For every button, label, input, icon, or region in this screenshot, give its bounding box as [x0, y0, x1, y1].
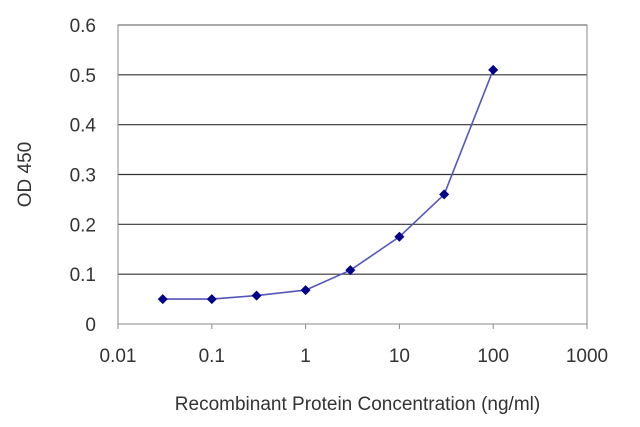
- y-tick-label: 0.5: [70, 66, 96, 87]
- data-point-marker: [439, 189, 450, 200]
- y-axis-ticks: 0 0.1 0.2 0.3 0.4 0.5 0.6: [70, 16, 97, 336]
- data-point-marker: [251, 290, 262, 301]
- y-tick-label: 0: [85, 315, 96, 336]
- x-axis-ticks: 0.01 0.1 1 10 100 1000: [100, 324, 608, 367]
- data-point-marker: [206, 294, 217, 305]
- y-tick-label: 0.1: [70, 265, 96, 286]
- y-tick-label: 0.4: [70, 116, 97, 137]
- data-point-marker: [488, 64, 499, 75]
- data-point-marker: [394, 231, 405, 242]
- x-tick-label: 10: [389, 346, 410, 367]
- data-point-marker: [157, 294, 168, 305]
- x-tick-label: 100: [477, 346, 509, 367]
- x-axis-title: Recombinant Protein Concentration (ng/ml…: [175, 394, 540, 415]
- x-tick-label: 1: [300, 346, 311, 367]
- plot-area-frame: [117, 24, 588, 325]
- data-point-marker: [345, 265, 356, 276]
- x-tick-label: 1000: [566, 346, 608, 367]
- x-tick-label: 0.01: [100, 346, 137, 367]
- series-layer: [157, 64, 499, 305]
- y-tick-label: 0.6: [70, 16, 96, 37]
- series-line: [162, 69, 494, 300]
- y-tick-label: 0.3: [70, 166, 96, 187]
- gridlines: [118, 24, 587, 275]
- data-point-marker: [300, 285, 311, 296]
- y-axis-title: OD 450: [15, 142, 36, 207]
- x-tick-label: 0.1: [199, 346, 225, 367]
- y-tick-label: 0.2: [70, 215, 96, 236]
